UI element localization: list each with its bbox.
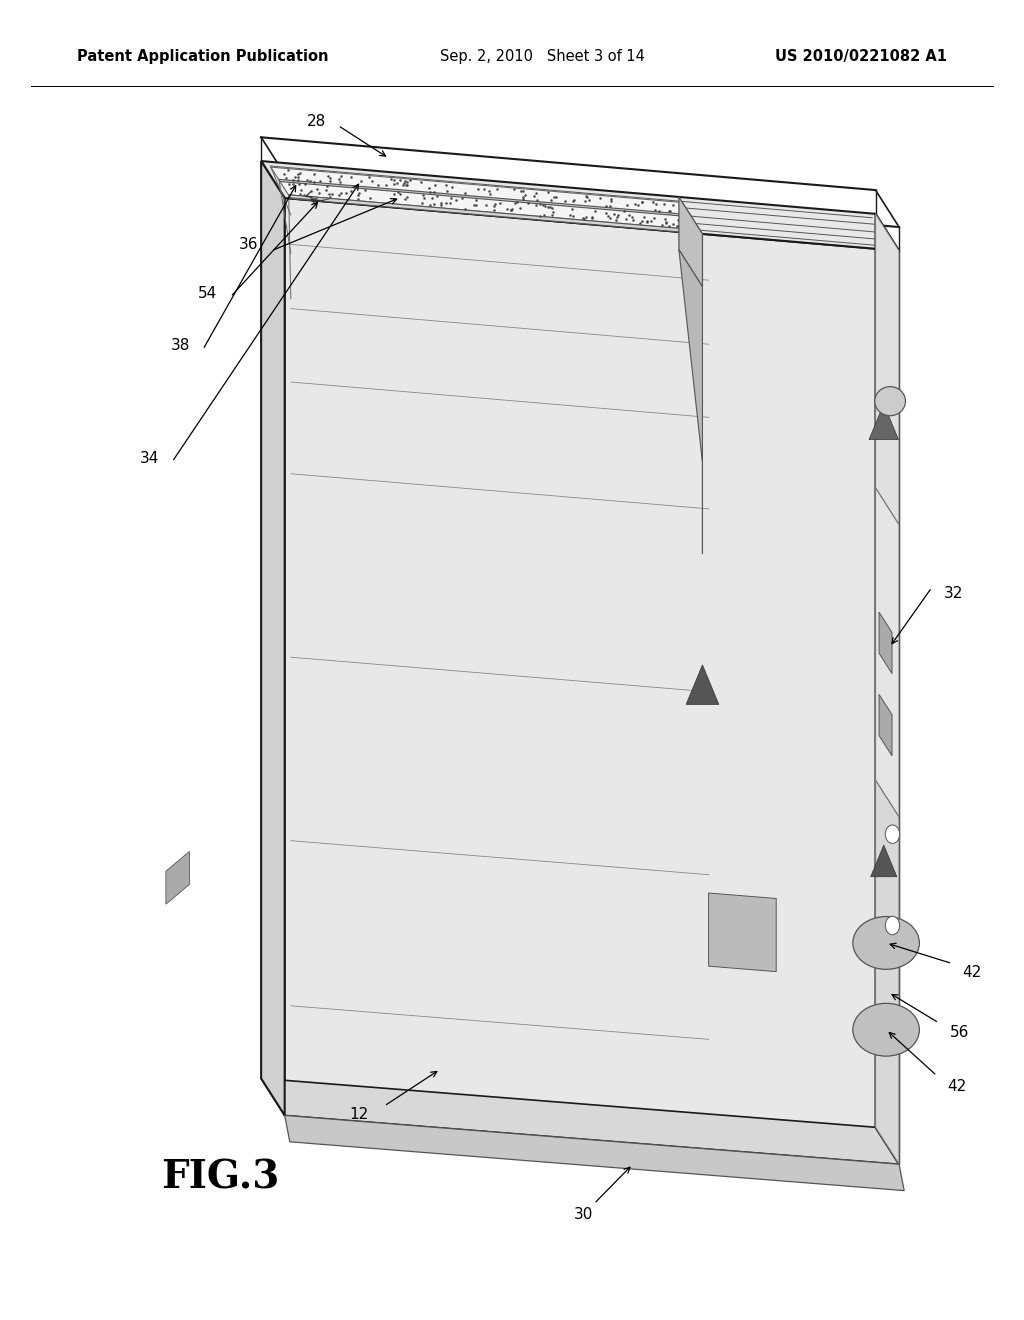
Polygon shape bbox=[261, 161, 899, 251]
Polygon shape bbox=[279, 180, 691, 216]
Polygon shape bbox=[166, 851, 189, 904]
Polygon shape bbox=[709, 894, 776, 972]
Polygon shape bbox=[876, 488, 899, 817]
Text: 12: 12 bbox=[349, 1106, 369, 1122]
Text: 38: 38 bbox=[171, 338, 190, 354]
Text: 42: 42 bbox=[963, 965, 982, 981]
Text: 36: 36 bbox=[239, 236, 258, 252]
Polygon shape bbox=[686, 665, 719, 705]
Text: FIG.3: FIG.3 bbox=[161, 1159, 280, 1196]
Text: Sep. 2, 2010   Sheet 3 of 14: Sep. 2, 2010 Sheet 3 of 14 bbox=[440, 49, 645, 65]
Text: US 2010/0221082 A1: US 2010/0221082 A1 bbox=[775, 49, 947, 65]
Text: 32: 32 bbox=[944, 586, 964, 602]
Polygon shape bbox=[285, 198, 899, 1164]
Polygon shape bbox=[285, 1115, 904, 1191]
Text: 28: 28 bbox=[306, 114, 326, 129]
Text: 34: 34 bbox=[139, 450, 159, 466]
Text: 42: 42 bbox=[947, 1078, 967, 1094]
Polygon shape bbox=[289, 195, 702, 234]
Polygon shape bbox=[289, 195, 332, 201]
Polygon shape bbox=[870, 845, 897, 876]
Polygon shape bbox=[876, 214, 899, 1164]
Text: 56: 56 bbox=[950, 1024, 970, 1040]
Polygon shape bbox=[261, 1078, 899, 1164]
Polygon shape bbox=[876, 780, 899, 1164]
Circle shape bbox=[886, 825, 900, 843]
Polygon shape bbox=[679, 197, 702, 286]
Polygon shape bbox=[869, 404, 898, 440]
Polygon shape bbox=[679, 249, 702, 554]
Circle shape bbox=[886, 916, 900, 935]
Polygon shape bbox=[261, 161, 285, 1115]
Ellipse shape bbox=[853, 1003, 920, 1056]
Text: 54: 54 bbox=[198, 285, 217, 301]
Polygon shape bbox=[280, 181, 700, 230]
Text: Patent Application Publication: Patent Application Publication bbox=[77, 49, 329, 65]
Polygon shape bbox=[270, 168, 691, 215]
Polygon shape bbox=[876, 214, 899, 525]
Ellipse shape bbox=[853, 916, 920, 969]
Text: 30: 30 bbox=[574, 1206, 593, 1222]
Polygon shape bbox=[879, 694, 892, 756]
Ellipse shape bbox=[874, 387, 905, 416]
Polygon shape bbox=[879, 612, 892, 673]
